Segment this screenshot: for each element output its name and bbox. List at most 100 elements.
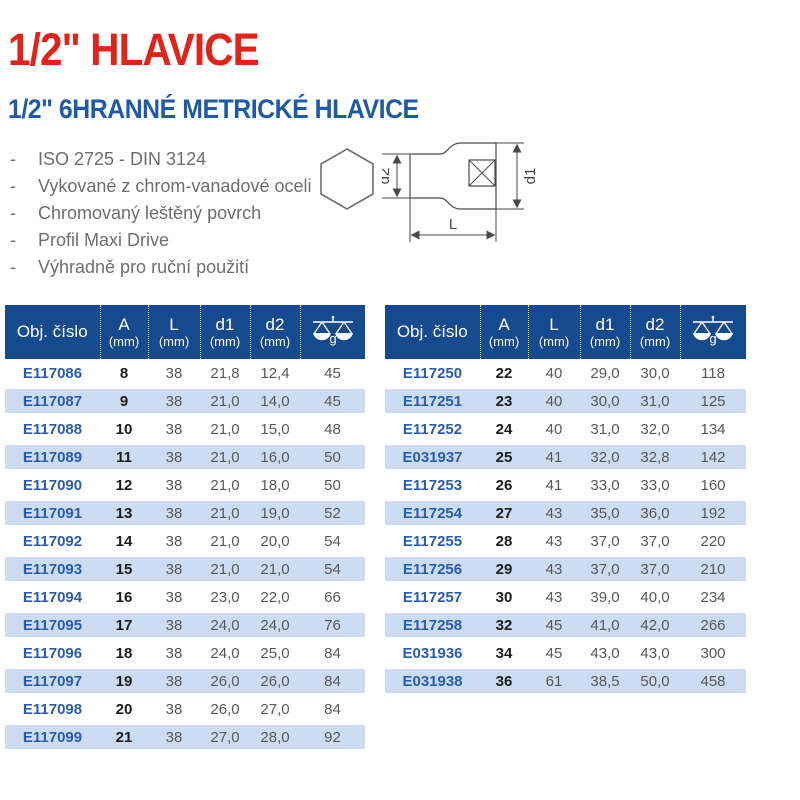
table-row: E117086 8 38 21,8 12,4 45 (5, 359, 365, 387)
cell-a: 11 (116, 448, 132, 466)
cell-d1: 31,0 (590, 420, 620, 438)
cell-d1: 26,0 (210, 700, 240, 718)
hexagon-icon (316, 146, 378, 217)
cell-a: 9 (119, 392, 129, 410)
column-header-l: L (mm) (147, 305, 200, 359)
feature-text: Profil Maxi Drive (38, 230, 170, 250)
feature-item: - Profil Maxi Drive (10, 227, 311, 254)
column-header-a: A (mm) (99, 305, 148, 359)
cell-d2: 32,0 (640, 420, 670, 438)
cell-obj-cislo: E117097 (22, 672, 83, 690)
cell-obj-cislo: E117095 (22, 616, 83, 634)
cell-weight: 48 (324, 420, 341, 438)
cell-l: 38 (165, 420, 183, 438)
cell-d1: 33,0 (590, 476, 620, 494)
cell-a: 32 (495, 616, 513, 634)
cell-weight: 92 (324, 728, 341, 746)
cell-obj-cislo: E117252 (402, 420, 463, 438)
scale-icon: g (312, 315, 353, 346)
cell-weight: 300 (700, 644, 726, 662)
cell-l: 45 (545, 616, 563, 634)
table-row: E117251 23 40 30,0 31,0 125 (385, 387, 746, 415)
cell-l: 41 (545, 476, 563, 494)
cell-a: 20 (115, 700, 133, 718)
cell-d1: 21,0 (210, 560, 240, 578)
svg-text:g: g (710, 331, 717, 346)
feature-item: - Výhradně pro ruční použití (10, 254, 311, 281)
cell-obj-cislo: E117086 (22, 364, 83, 382)
cell-weight: 458 (700, 672, 726, 690)
cell-d2: 31,0 (640, 392, 670, 410)
cell-l: 38 (165, 588, 183, 606)
cell-l: 38 (165, 448, 183, 466)
svg-text:g: g (329, 331, 336, 346)
cell-weight: 266 (700, 616, 726, 634)
cell-weight: 50 (324, 448, 341, 466)
cell-a: 18 (115, 644, 133, 662)
cell-d1: 21,0 (210, 392, 240, 410)
cell-weight: 192 (700, 504, 726, 522)
cell-weight: 234 (700, 588, 726, 606)
feature-text: Vykované z chrom-vanadové oceli (38, 176, 312, 196)
cell-l: 43 (545, 588, 563, 606)
cell-weight: 142 (700, 448, 726, 466)
cell-l: 38 (165, 476, 183, 494)
cell-obj-cislo: E117099 (22, 728, 83, 746)
cell-a: 15 (115, 560, 133, 578)
cell-obj-cislo: E031937 (402, 448, 463, 466)
cell-weight: 50 (324, 476, 341, 494)
cell-obj-cislo: E117096 (22, 644, 83, 662)
cell-d1: 21,0 (210, 532, 240, 550)
cell-d2: 36,0 (640, 504, 670, 522)
cell-d2: 28,0 (260, 728, 290, 746)
cell-d2: 50,0 (640, 672, 670, 690)
page-title: 1/2" HLAVICE (8, 24, 260, 75)
cell-d1: 27,0 (210, 728, 240, 746)
cell-d1: 21,0 (210, 420, 240, 438)
cell-d2: 14,0 (260, 392, 290, 410)
cell-obj-cislo: E117251 (402, 392, 463, 410)
cell-obj-cislo: E117087 (22, 392, 83, 410)
table-row: E117096 18 38 24,0 25,0 84 (5, 639, 365, 667)
cell-d2: 16,0 (260, 448, 290, 466)
cell-d2: 30,0 (640, 364, 670, 382)
table-row: E117089 11 38 21,0 16,0 50 (5, 443, 365, 471)
cell-obj-cislo: E117256 (402, 560, 463, 578)
bullet-dash: - (10, 149, 16, 169)
cell-a: 12 (115, 476, 133, 494)
cell-l: 38 (165, 560, 183, 578)
cell-l: 38 (165, 700, 183, 718)
cell-a: 26 (495, 476, 513, 494)
table-row: E117258 32 45 41,0 42,0 266 (385, 611, 746, 639)
cell-d1: 39,0 (590, 588, 620, 606)
cell-d2: 12,4 (260, 364, 290, 382)
cell-a: 10 (115, 420, 133, 438)
table-row: E117095 17 38 24,0 24,0 76 (5, 611, 365, 639)
cell-l: 38 (165, 392, 183, 410)
cell-l: 41 (545, 448, 563, 466)
cell-d1: 32,0 (590, 448, 620, 466)
table-row: E031936 34 45 43,0 43,0 300 (385, 639, 746, 667)
column-header-obj-cislo: Obj. číslo (385, 305, 480, 359)
cell-d1: 21,0 (210, 476, 240, 494)
cell-l: 38 (165, 616, 183, 634)
cell-d1: 30,0 (590, 392, 620, 410)
cell-weight: 220 (700, 532, 726, 550)
table-row: E117093 15 38 21,0 21,0 54 (5, 555, 365, 583)
cell-obj-cislo: E031938 (402, 672, 463, 690)
table-row: E117254 27 43 35,0 36,0 192 (385, 499, 746, 527)
cell-l: 45 (545, 644, 563, 662)
cell-d2: 37,0 (640, 532, 670, 550)
cell-a: 28 (495, 532, 513, 550)
cell-d1: 26,0 (210, 672, 240, 690)
cell-weight: 125 (700, 392, 726, 410)
table-row: E117253 26 41 33,0 33,0 160 (385, 471, 746, 499)
bullet-dash: - (10, 230, 16, 250)
cell-a: 24 (495, 420, 513, 438)
table-row: E117091 13 38 21,0 19,0 52 (5, 499, 365, 527)
table-row: E117098 20 38 26,0 27,0 84 (5, 695, 365, 723)
feature-list: - ISO 2725 - DIN 3124 - Vykované z chrom-va… (10, 146, 311, 281)
cell-d1: 38,5 (590, 672, 620, 690)
table-row: E117256 29 43 37,0 37,0 210 (385, 555, 746, 583)
cell-obj-cislo: E117091 (22, 504, 83, 522)
